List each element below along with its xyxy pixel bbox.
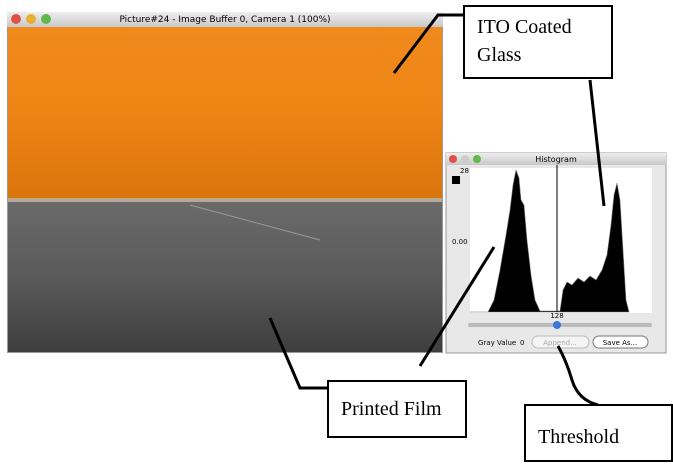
y-mid-label: 0.00 xyxy=(452,238,468,246)
printed-film-image xyxy=(8,202,442,352)
threshold-callout: Threshold xyxy=(524,404,673,462)
gray-value-label: Gray Value xyxy=(478,339,516,347)
append-button-label: Append... xyxy=(543,339,577,347)
color-swatch xyxy=(452,176,460,184)
minimize-button[interactable] xyxy=(26,14,36,24)
window-title: Histogram xyxy=(535,155,577,164)
zoom-button[interactable] xyxy=(473,155,481,163)
ito-glass-image xyxy=(8,27,442,201)
window-title: Picture#24 - Image Buffer 0, Camera 1 (1… xyxy=(119,15,330,25)
gray-value: 0 xyxy=(520,339,524,347)
film-callout: Printed Film xyxy=(327,380,467,438)
y-top-label: 28 xyxy=(460,167,469,175)
save-as-button-label: Save As... xyxy=(603,339,638,347)
image-window: Picture#24 - Image Buffer 0, Camera 1 (1… xyxy=(7,12,443,353)
threshold-leader xyxy=(558,346,598,405)
histogram-window: Histogram 28 0.00 128 Gray Value 0 Appen… xyxy=(446,153,666,353)
ito-callout: ITO Coated Glass xyxy=(463,5,613,79)
minimize-button[interactable] xyxy=(461,155,469,163)
threshold-label: 128 xyxy=(550,312,563,320)
slider-knob[interactable] xyxy=(553,321,561,329)
page: Picture#24 - Image Buffer 0, Camera 1 (1… xyxy=(0,0,673,464)
interface-line xyxy=(8,198,442,202)
zoom-button[interactable] xyxy=(41,14,51,24)
close-button[interactable] xyxy=(11,14,21,24)
close-button[interactable] xyxy=(449,155,457,163)
